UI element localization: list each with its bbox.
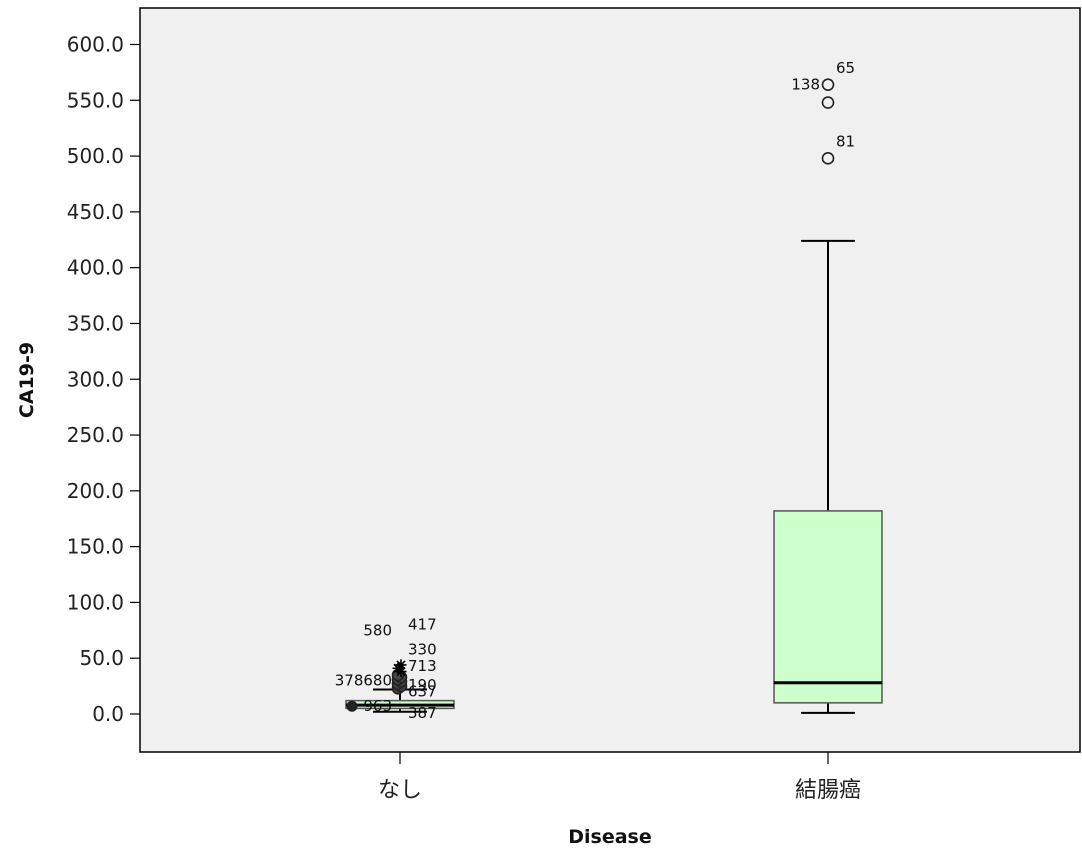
outlier-label: 65 (836, 59, 855, 77)
outlier-star (395, 659, 407, 671)
y-axis: 0.0 50.0 100.0 150.0 200.0 250.0 300.0 350.0 400… (67, 33, 140, 726)
outlier-label: 417 (408, 616, 437, 634)
y-tick-label: 600.0 (67, 33, 124, 57)
x-tick-label: 結腸癌 (795, 778, 861, 803)
outlier-label: 713 (408, 657, 437, 675)
y-tick-label: 300.0 (67, 367, 124, 391)
y-tick-label: 50.0 (79, 646, 124, 670)
y-axis-title: CA19-9 (16, 342, 38, 418)
box (773, 510, 883, 704)
outlier-label: 190 (408, 676, 437, 694)
y-tick-label: 150.0 (67, 535, 124, 559)
outlier-label: 378680 (335, 672, 392, 690)
plot-area (139, 7, 1081, 753)
box-group: 65 138 81 (773, 59, 883, 714)
outlier-label: 387 (408, 704, 437, 722)
outlier-label: 81 (836, 133, 855, 151)
y-tick-label: 0.0 (92, 702, 124, 726)
y-tick-label: 450.0 (67, 200, 124, 224)
x-tick-label: なし (378, 778, 422, 803)
x-axis: なし 結腸癌 (378, 752, 861, 803)
outlier-label: 963 (363, 697, 392, 715)
y-tick-label: 350.0 (67, 311, 124, 335)
outlier-label: 330 (408, 640, 437, 658)
y-tick-label: 550.0 (67, 88, 124, 112)
y-tick-label: 500.0 (67, 144, 124, 168)
outlier-point (821, 152, 835, 165)
outlier-label: 138 (791, 76, 820, 94)
y-tick-label: 250.0 (67, 423, 124, 447)
outlier-point (821, 96, 835, 109)
x-axis-title: Disease (568, 826, 652, 848)
outlier-point (346, 700, 358, 712)
outlier-label: 637 (408, 683, 437, 701)
outlier-point (821, 78, 835, 91)
outlier-label: 580 (363, 621, 392, 639)
y-tick-label: 400.0 (67, 256, 124, 280)
y-tick-label: 100.0 (67, 590, 124, 614)
y-tick-label: 200.0 (67, 479, 124, 503)
